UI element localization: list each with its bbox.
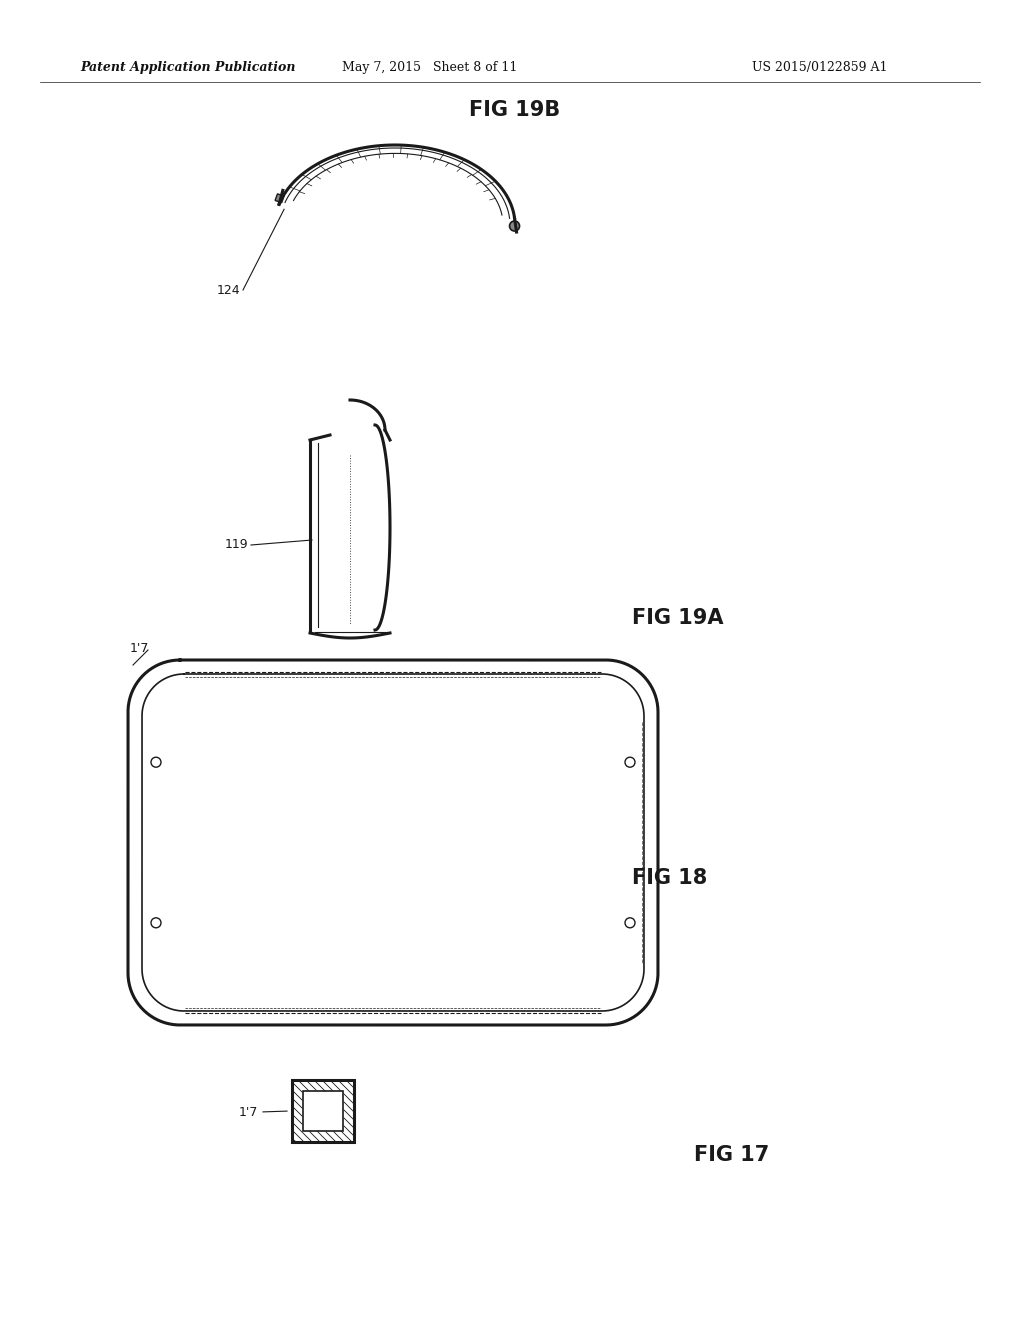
Bar (291, 1080, 354, 1142)
Text: FIG 17: FIG 17 (693, 1144, 768, 1166)
Text: US 2015/0122859 A1: US 2015/0122859 A1 (752, 62, 887, 74)
Text: FIG 19A: FIG 19A (632, 607, 723, 628)
Text: May 7, 2015   Sheet 8 of 11: May 7, 2015 Sheet 8 of 11 (342, 62, 518, 74)
Text: 124: 124 (216, 284, 239, 297)
Text: Patent Application Publication: Patent Application Publication (79, 62, 296, 74)
Text: FIG 18: FIG 18 (632, 867, 707, 888)
Text: 1'7: 1'7 (129, 642, 149, 655)
Text: 119: 119 (224, 539, 248, 552)
Text: 1'7: 1'7 (238, 1106, 258, 1118)
Bar (303, 1092, 342, 1131)
Circle shape (510, 220, 519, 231)
Bar (275, 194, 283, 203)
Text: FIG 19B: FIG 19B (469, 99, 559, 120)
